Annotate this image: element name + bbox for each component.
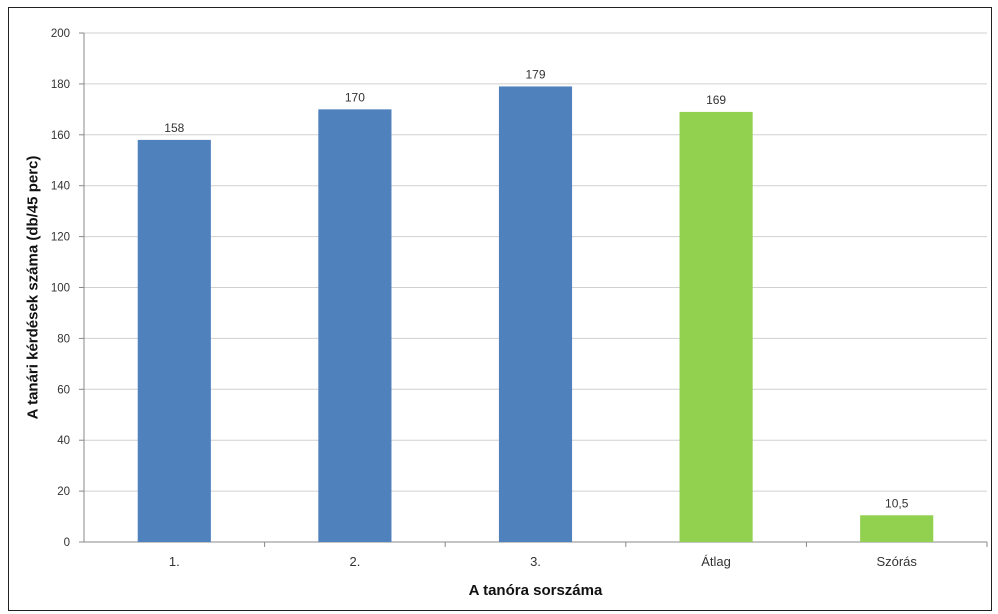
y-tick-label: 80 (57, 333, 70, 345)
bar (318, 109, 392, 542)
y-axis-ticks: 0 20 40 60 80 100 120 140 160 180 200 (51, 28, 84, 549)
x-tick-label: 2. (349, 554, 360, 569)
bar (498, 86, 573, 542)
y-tick-label: 60 (57, 384, 70, 396)
y-tick-label: 0 (64, 537, 70, 549)
y-tick-label: 120 (51, 232, 70, 244)
data-label: 10,5 (885, 496, 909, 510)
chart-frame: 0 20 40 60 80 100 120 140 160 180 200 158 170 179 169… (8, 7, 992, 611)
data-label: 158 (164, 121, 184, 135)
data-label: 170 (345, 90, 365, 104)
y-tick-label: 40 (57, 435, 70, 447)
x-tick-label: Szórás (876, 554, 917, 569)
x-tick-label: 1. (169, 554, 180, 569)
data-label: 179 (525, 67, 545, 81)
bar (860, 515, 934, 542)
y-tick-label: 140 (51, 181, 70, 193)
bar (137, 139, 211, 542)
y-tick-label: 20 (57, 486, 70, 498)
y-tick-label: 100 (51, 283, 70, 295)
x-axis-categories: 1. 2. 3. Átlag Szórás (169, 542, 988, 569)
y-tick-label: 160 (51, 130, 70, 142)
bars: 158 170 179 169 10,5 (137, 67, 934, 543)
x-axis-title: A tanóra sorszáma (469, 582, 603, 599)
y-axis-title: A tanári kérdések száma (db/45 perc) (25, 156, 42, 420)
x-tick-label: 3. (530, 554, 541, 569)
x-tick-label: Átlag (701, 554, 731, 569)
y-tick-label: 200 (51, 28, 70, 40)
y-tick-label: 180 (51, 79, 70, 91)
bar-chart: 0 20 40 60 80 100 120 140 160 180 200 158 170 179 169… (25, 28, 988, 599)
bar (679, 111, 753, 543)
data-label: 169 (706, 93, 726, 107)
